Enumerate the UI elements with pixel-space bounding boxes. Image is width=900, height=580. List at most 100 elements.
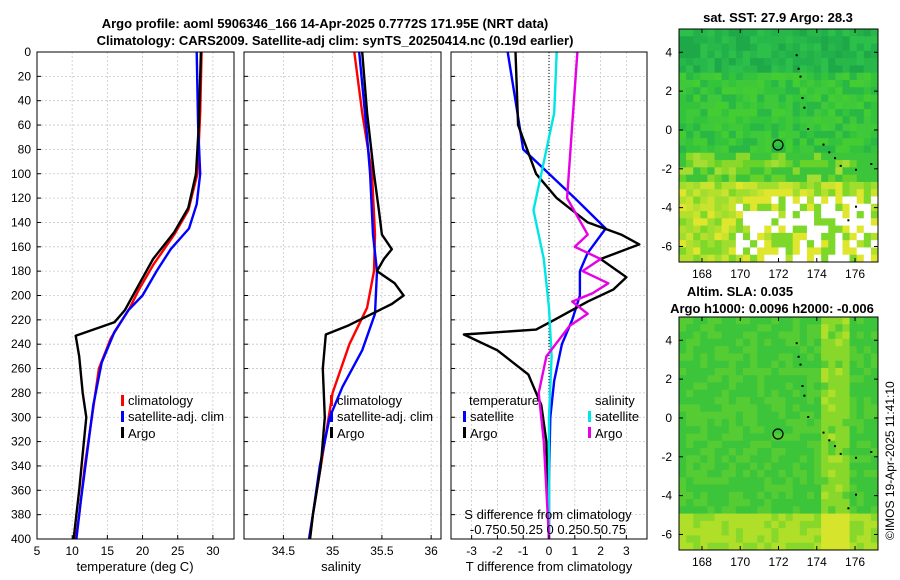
map-cell (778, 160, 787, 168)
map-cell (764, 338, 772, 347)
map-cell (814, 58, 822, 66)
map-cell (764, 477, 772, 485)
map-cell (863, 513, 872, 522)
map-cell (785, 484, 794, 493)
map-cell (835, 375, 843, 384)
map-cell (742, 116, 751, 125)
map-cell (757, 181, 765, 190)
map-cell (686, 58, 694, 66)
island-mark (870, 163, 873, 165)
map-cell (750, 123, 758, 132)
y-tick-label: 120 (11, 191, 31, 205)
island-mark (834, 445, 836, 448)
map-cell (700, 254, 708, 263)
map-cell (814, 484, 822, 493)
map-cell (849, 528, 858, 536)
map-cell (679, 94, 687, 103)
map-cell (828, 101, 836, 110)
map-cell (750, 254, 758, 263)
map-cell (728, 491, 737, 500)
map-cell (828, 418, 836, 427)
map-cell (742, 506, 751, 515)
map-cell (742, 123, 751, 132)
map-cell (842, 331, 851, 340)
map-cell (863, 491, 872, 500)
map-cell (778, 418, 787, 427)
map-cell (821, 87, 829, 96)
map-cell (821, 535, 829, 544)
map-cell (686, 65, 694, 74)
map-cell (728, 58, 737, 66)
map-cell (693, 535, 701, 544)
map-cell (721, 218, 730, 227)
map-cell (863, 317, 872, 325)
map-cell (728, 43, 737, 52)
map-cell (707, 346, 716, 354)
map-cell (863, 79, 872, 88)
map-cell (735, 160, 744, 168)
map-cell (707, 152, 716, 161)
map-cell (714, 116, 723, 125)
map-cell (721, 189, 730, 197)
map-cell (728, 499, 737, 507)
map-cell (750, 203, 758, 212)
map-cell (814, 389, 822, 398)
map-cell (728, 477, 737, 485)
map-cell (728, 101, 737, 110)
map-cell (778, 65, 787, 74)
y-tick-label: 0 (665, 411, 672, 425)
map-cell (792, 58, 801, 66)
map-cell (785, 101, 794, 110)
map-cell (842, 448, 851, 456)
map-cell (721, 123, 730, 132)
map-cell (764, 542, 772, 551)
map-cell (870, 36, 879, 45)
map-cell (707, 109, 716, 117)
map-cell (821, 123, 829, 132)
map-cell (806, 72, 815, 81)
map-cell (792, 528, 801, 536)
map-cell (842, 389, 851, 398)
map-cell (707, 72, 716, 81)
map-cell (679, 338, 687, 347)
map-cell (792, 331, 801, 340)
map-cell (700, 130, 708, 139)
map-cell (742, 513, 751, 522)
map-cell (742, 167, 751, 176)
map-cell (870, 418, 879, 427)
map-cell (821, 433, 829, 442)
map-cell (835, 72, 843, 81)
map-cell (707, 477, 716, 485)
map-cell (814, 203, 822, 212)
map-cell (700, 116, 708, 125)
map-cell (849, 353, 858, 362)
map-cell (764, 499, 772, 507)
map-cell (771, 324, 779, 333)
map-cell (849, 484, 858, 493)
map-cell (707, 65, 716, 74)
map-cell (806, 189, 815, 197)
legend-label-climatology: climatology (128, 393, 194, 408)
map-cell (679, 211, 687, 219)
map-cell (700, 440, 708, 449)
map-cell (714, 43, 723, 52)
map-cell (721, 145, 730, 154)
map-cell (799, 50, 808, 59)
map-cell (799, 535, 808, 544)
map-cell (870, 130, 879, 139)
map-cell (686, 418, 694, 427)
map-cell (771, 174, 779, 183)
map-cell (757, 29, 765, 37)
map-cell (700, 462, 708, 471)
map-cell (814, 324, 822, 333)
map-cell (771, 58, 779, 66)
map-cell (835, 528, 843, 536)
map-cell (693, 418, 701, 427)
map-cell (778, 360, 787, 369)
map-cell (842, 181, 851, 190)
map-cell (778, 477, 787, 485)
map-cell (842, 433, 851, 442)
map-cell (842, 382, 851, 391)
map-cell (750, 232, 758, 241)
map-cell (757, 36, 765, 45)
